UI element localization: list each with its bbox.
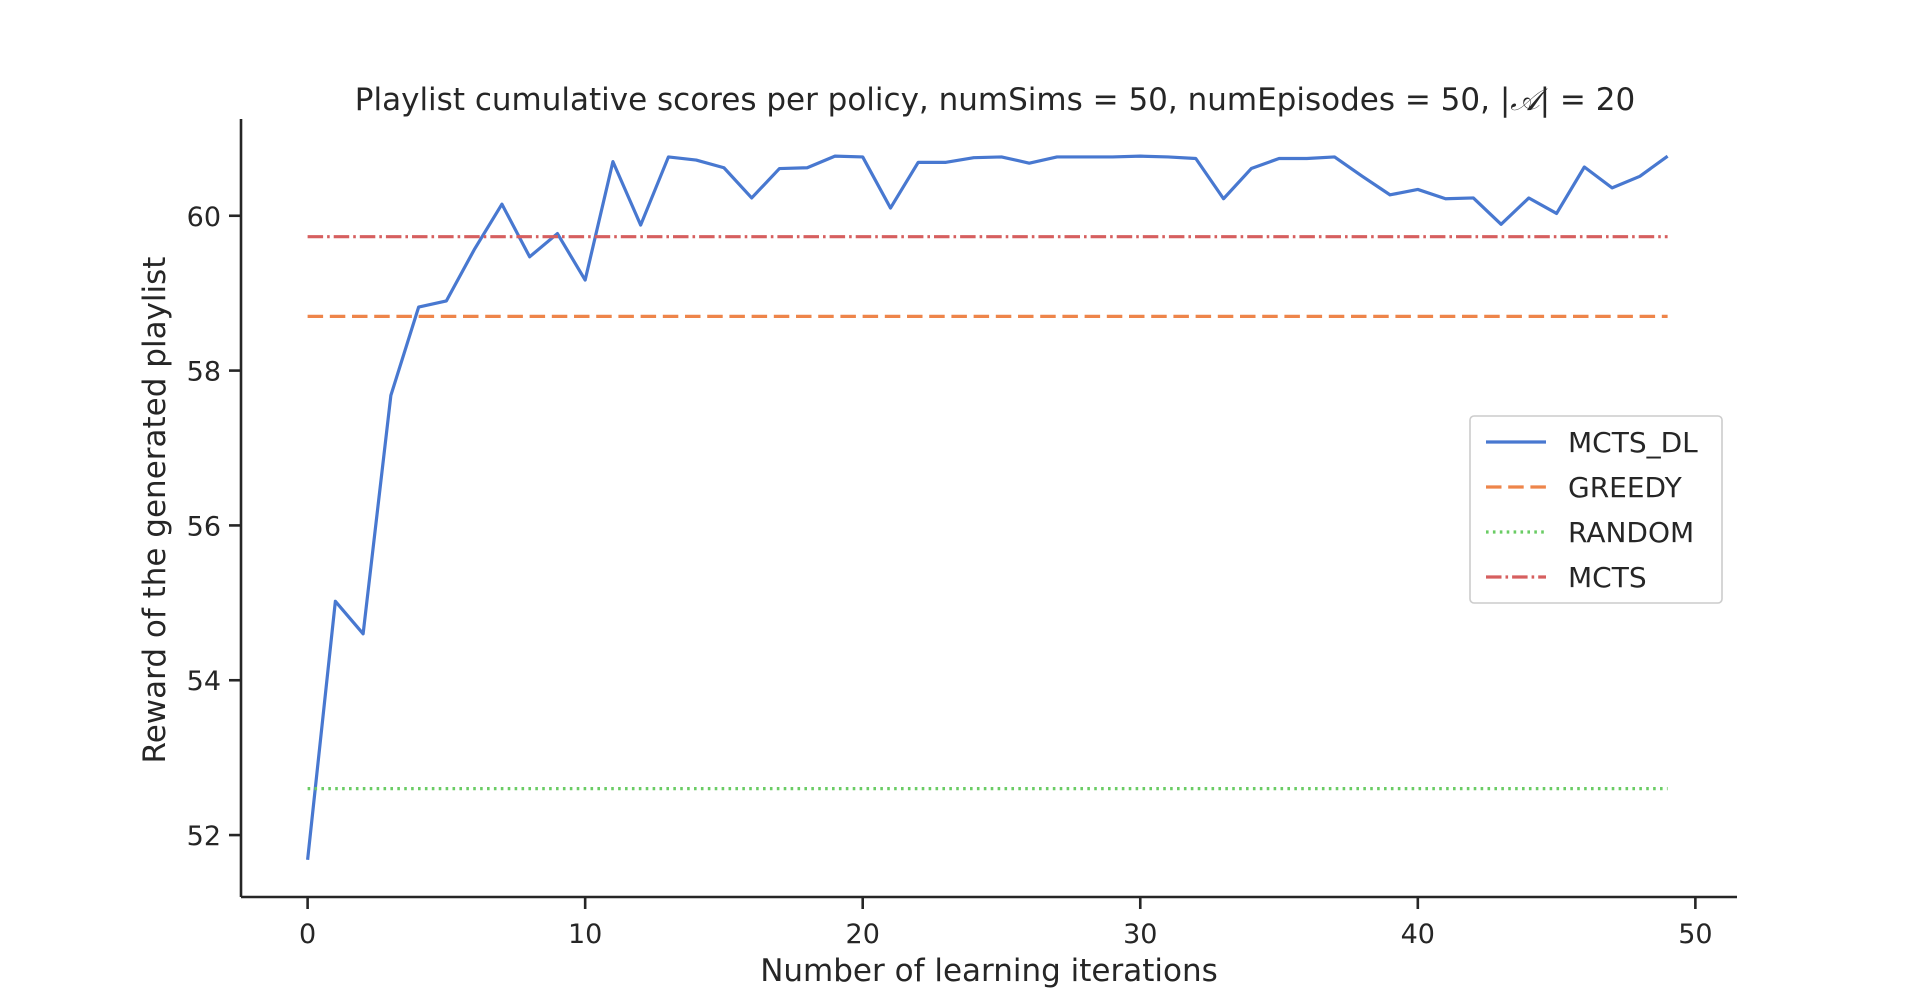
y-tick-label: 60	[187, 202, 221, 233]
y-axis-label: Reward of the generated playlist	[137, 257, 173, 764]
legend-label: MCTS_DL	[1568, 426, 1698, 459]
x-ticks: 0 10 20 30 40 50	[299, 897, 1713, 950]
x-tick-label: 50	[1678, 919, 1712, 950]
x-tick-label: 20	[846, 919, 880, 950]
x-tick-label: 10	[568, 919, 602, 950]
chart-title: Playlist cumulative scores per policy, n…	[355, 82, 1635, 118]
x-tick-label: 40	[1401, 919, 1435, 950]
y-tick-label: 54	[187, 666, 221, 697]
x-tick-label: 30	[1123, 919, 1157, 950]
title-suffix: | = 20	[1540, 82, 1636, 118]
y-tick-label: 56	[187, 511, 221, 542]
title-prefix: Playlist cumulative scores per policy, n…	[355, 82, 1510, 118]
legend-label: RANDOM	[1568, 516, 1694, 549]
x-axis-label: Number of learning iterations	[760, 953, 1218, 989]
x-tick-label: 0	[299, 919, 316, 950]
legend-label: MCTS	[1568, 561, 1647, 594]
y-tick-label: 52	[187, 821, 221, 852]
legend-label: GREEDY	[1568, 471, 1683, 504]
y-ticks: 52 54 56 58 60	[187, 202, 241, 852]
series-layer	[308, 156, 1668, 860]
series-line-mcts-dl	[308, 156, 1668, 860]
y-tick-label: 58	[187, 357, 221, 388]
legend: MCTS_DL GREEDY RANDOM MCTS	[1470, 416, 1722, 603]
